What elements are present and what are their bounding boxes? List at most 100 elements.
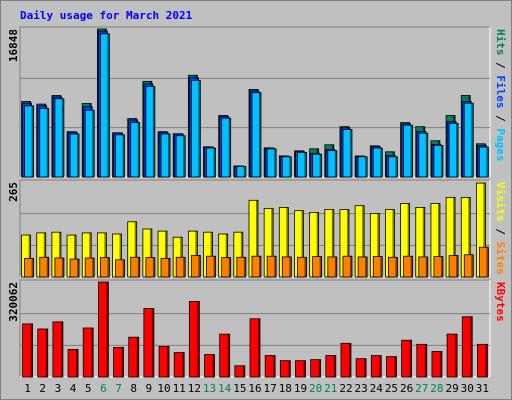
bar (236, 256, 247, 278)
bar (479, 146, 489, 178)
bar (39, 108, 50, 178)
bar-shade (289, 156, 292, 177)
x-tick-label: 26 (400, 382, 413, 395)
bar (145, 257, 156, 278)
bar-shade (122, 259, 125, 277)
bar-shade (167, 346, 170, 377)
bar (463, 254, 474, 278)
bar-shade (424, 344, 427, 377)
bar-shade (119, 233, 122, 277)
x-tick-label: 2 (39, 382, 46, 395)
legend-entry: Files (494, 75, 507, 108)
bar-shade (483, 183, 486, 277)
bar (370, 355, 382, 378)
bar (448, 255, 459, 278)
bar-shade (76, 349, 79, 377)
bar-shade (410, 125, 413, 177)
x-tick-label: 6 (100, 382, 107, 395)
bar-shade (274, 148, 277, 177)
bar-shade (213, 148, 216, 177)
bar (236, 166, 247, 178)
x-tick-label: 11 (173, 382, 186, 395)
bar-shade (319, 256, 322, 277)
bar (234, 365, 246, 378)
bar-shade (107, 257, 110, 277)
x-tick-label: 10 (157, 382, 170, 395)
bar (97, 281, 109, 378)
bar (251, 92, 262, 178)
bar (251, 255, 262, 278)
bar-shade (273, 355, 276, 377)
bar-shade (409, 340, 412, 377)
bar-shade (106, 282, 109, 377)
bar-shade (456, 255, 459, 277)
bar-shade (198, 255, 201, 277)
bar (433, 256, 444, 278)
x-tick-label: 7 (115, 382, 122, 395)
x-tick-label: 29 (445, 382, 458, 395)
legend-separator: / (494, 222, 507, 242)
bar (357, 156, 368, 178)
bar (266, 255, 277, 278)
bar-shade (46, 257, 49, 277)
bar (281, 156, 292, 178)
legend-entry: Hits (494, 29, 507, 56)
bar-shade (228, 118, 231, 177)
bar (158, 345, 170, 378)
bar-shade (61, 258, 64, 277)
bar-shade (334, 256, 337, 277)
bar (295, 360, 306, 378)
bar-shade (213, 256, 216, 277)
bar-shade (303, 360, 306, 377)
bar-shade (77, 133, 80, 177)
bar (67, 349, 79, 378)
bar-shade (346, 209, 349, 277)
x-tick-label: 24 (370, 382, 384, 395)
bar (219, 333, 231, 378)
bar-shade (486, 147, 489, 177)
bar-shade (137, 122, 140, 177)
x-tick-label: 16 (248, 382, 261, 395)
bar-shade (91, 327, 94, 377)
bar (266, 148, 277, 178)
bar-shade (425, 133, 428, 177)
bar (416, 343, 428, 378)
bar (327, 150, 338, 178)
bar-shade (240, 232, 243, 277)
bar (418, 132, 429, 178)
bar-shade (333, 355, 336, 377)
x-tick-label: 5 (85, 382, 92, 395)
x-tick-label: 21 (324, 382, 337, 395)
bar (310, 359, 322, 378)
bar-shade (364, 358, 367, 377)
bar-shade (77, 259, 80, 277)
bar (477, 343, 488, 378)
bar-shade (439, 351, 442, 377)
bar (403, 255, 414, 278)
bar-shade (349, 129, 352, 177)
bar-shade (271, 208, 274, 277)
bar-shade (104, 232, 107, 277)
bar (479, 246, 489, 278)
bar (69, 133, 80, 178)
chart-title: Daily usage for March 2021 (20, 9, 193, 22)
bar (312, 256, 323, 278)
bar-shade (380, 256, 383, 277)
bar (221, 117, 232, 178)
bar-shade (168, 133, 171, 177)
bar (431, 351, 443, 378)
bar-shade (258, 318, 260, 377)
bar (130, 122, 141, 178)
bar (249, 318, 261, 378)
bar-shade (107, 33, 110, 177)
bar-shade (43, 232, 46, 277)
bar-shade (134, 221, 137, 277)
bar-shade (349, 256, 352, 277)
bar (297, 256, 307, 278)
bar-shade (152, 257, 155, 277)
bar (448, 123, 459, 178)
bar (372, 256, 383, 278)
bar-shade (259, 92, 261, 177)
bar-shade (437, 203, 440, 277)
